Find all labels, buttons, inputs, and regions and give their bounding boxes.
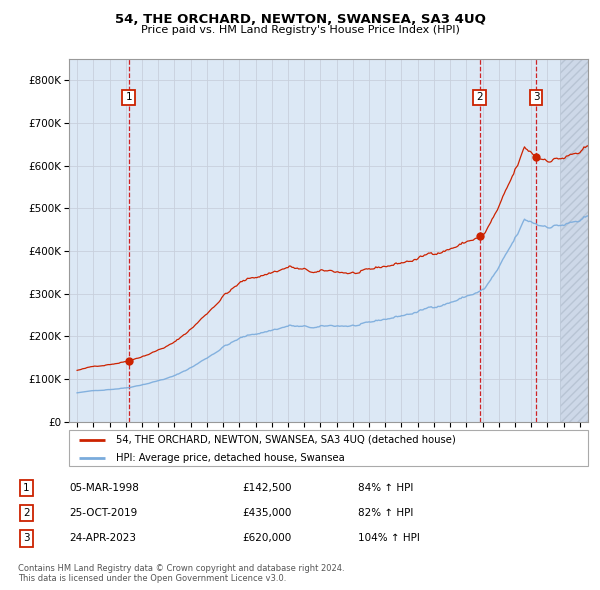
Text: 84% ↑ HPI: 84% ↑ HPI: [358, 483, 413, 493]
Text: Price paid vs. HM Land Registry's House Price Index (HPI): Price paid vs. HM Land Registry's House …: [140, 25, 460, 35]
Text: 3: 3: [23, 533, 30, 543]
Text: 54, THE ORCHARD, NEWTON, SWANSEA, SA3 4UQ: 54, THE ORCHARD, NEWTON, SWANSEA, SA3 4U…: [115, 13, 485, 26]
Text: 05-MAR-1998: 05-MAR-1998: [70, 483, 139, 493]
Text: HPI: Average price, detached house, Swansea: HPI: Average price, detached house, Swan…: [116, 453, 344, 463]
Text: £142,500: £142,500: [242, 483, 292, 493]
Text: Contains HM Land Registry data © Crown copyright and database right 2024.
This d: Contains HM Land Registry data © Crown c…: [18, 563, 344, 583]
Text: 1: 1: [23, 483, 30, 493]
Text: 3: 3: [533, 93, 539, 103]
Text: £435,000: £435,000: [242, 508, 292, 518]
Text: 2: 2: [23, 508, 30, 518]
Text: 24-APR-2023: 24-APR-2023: [70, 533, 137, 543]
Text: 25-OCT-2019: 25-OCT-2019: [70, 508, 138, 518]
Text: 54, THE ORCHARD, NEWTON, SWANSEA, SA3 4UQ (detached house): 54, THE ORCHARD, NEWTON, SWANSEA, SA3 4U…: [116, 435, 455, 445]
Text: 82% ↑ HPI: 82% ↑ HPI: [358, 508, 413, 518]
Text: £620,000: £620,000: [242, 533, 292, 543]
Bar: [560, 59, 588, 422]
Text: 104% ↑ HPI: 104% ↑ HPI: [358, 533, 419, 543]
Text: 1: 1: [125, 93, 132, 103]
Text: 2: 2: [476, 93, 483, 103]
